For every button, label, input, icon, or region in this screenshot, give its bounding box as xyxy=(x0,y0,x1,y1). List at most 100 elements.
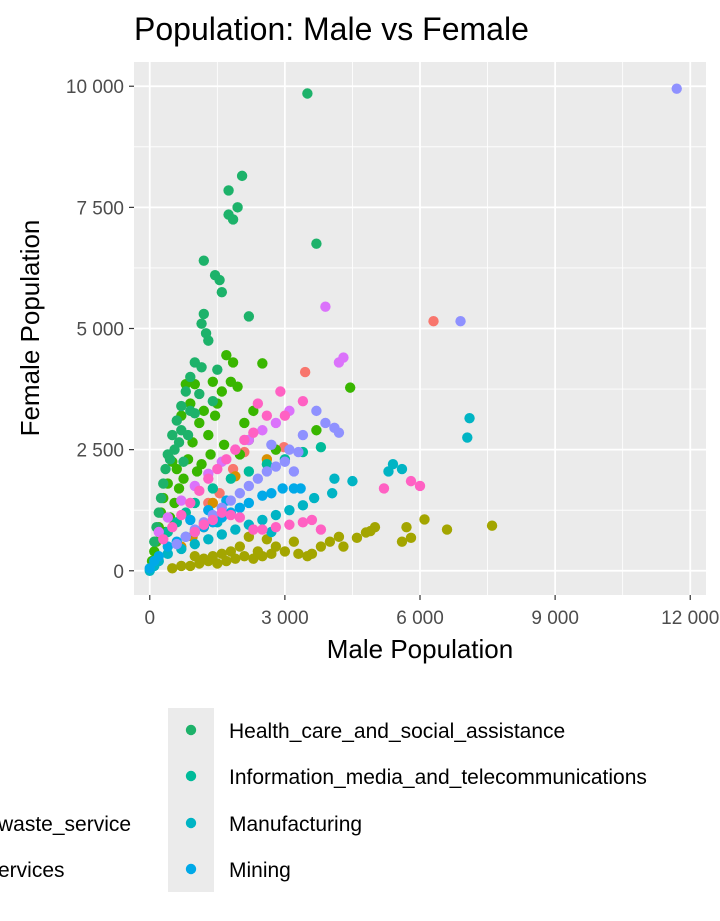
data-point xyxy=(248,524,259,535)
data-point xyxy=(207,376,219,387)
data-point xyxy=(383,466,394,477)
data-point xyxy=(302,88,313,99)
data-points xyxy=(144,83,682,576)
data-point xyxy=(333,357,345,368)
data-point xyxy=(320,301,331,312)
data-point xyxy=(234,488,246,499)
data-point xyxy=(329,473,340,484)
data-point xyxy=(176,495,187,506)
data-point xyxy=(351,532,363,544)
grid-lines xyxy=(134,62,706,595)
data-point xyxy=(207,395,219,407)
data-point xyxy=(196,362,207,373)
legend-key xyxy=(185,817,197,829)
data-point xyxy=(225,376,237,387)
data-point xyxy=(189,538,201,550)
data-point xyxy=(207,514,219,526)
data-point xyxy=(216,386,228,397)
data-point xyxy=(275,386,286,397)
data-point xyxy=(243,466,255,477)
data-point xyxy=(194,388,205,400)
data-point xyxy=(243,480,255,492)
data-point xyxy=(257,425,268,436)
legend-key xyxy=(185,863,197,875)
data-point xyxy=(162,548,173,560)
data-point xyxy=(212,364,223,375)
data-point xyxy=(225,495,237,506)
data-point xyxy=(185,514,196,526)
data-point xyxy=(277,483,288,494)
data-point xyxy=(153,507,164,518)
data-point xyxy=(315,524,327,535)
legend-key xyxy=(185,770,197,782)
data-point xyxy=(189,526,201,538)
data-point xyxy=(176,560,187,572)
data-point xyxy=(333,531,345,543)
data-point xyxy=(311,405,322,417)
data-point xyxy=(288,466,300,477)
data-point xyxy=(414,480,426,492)
data-point xyxy=(455,316,466,327)
legend: Health_care_and_social_assistance Informa… xyxy=(0,720,647,882)
data-point xyxy=(257,358,268,369)
data-point xyxy=(189,408,201,419)
data-point xyxy=(207,551,219,562)
data-point xyxy=(158,478,169,489)
data-point xyxy=(365,525,376,537)
data-point xyxy=(299,366,311,378)
data-point xyxy=(239,434,250,446)
data-point xyxy=(180,531,191,543)
legend-label-cut-off: ervices xyxy=(0,859,65,882)
data-point xyxy=(223,185,234,196)
data-point xyxy=(243,311,255,322)
data-point xyxy=(144,563,155,574)
data-point xyxy=(171,415,182,426)
data-point xyxy=(464,412,475,424)
data-point xyxy=(270,509,282,521)
data-point xyxy=(306,514,318,526)
data-point xyxy=(252,546,264,557)
data-point xyxy=(173,483,185,494)
data-point xyxy=(167,521,178,533)
data-point xyxy=(279,546,291,557)
data-point xyxy=(205,449,216,460)
data-point xyxy=(257,514,268,526)
data-point xyxy=(198,519,210,530)
data-point xyxy=(428,316,439,327)
data-point xyxy=(261,458,273,470)
legend-label-cut-off: waste_service xyxy=(0,813,131,836)
x-tick-label: 3 000 xyxy=(261,608,309,629)
data-point xyxy=(441,524,453,535)
data-point xyxy=(270,521,282,533)
data-point xyxy=(149,536,160,547)
data-point xyxy=(462,432,473,443)
data-point xyxy=(308,492,320,504)
data-point xyxy=(214,274,225,286)
data-point xyxy=(178,473,189,484)
data-point xyxy=(284,444,295,455)
data-point xyxy=(257,524,268,535)
y-tick-label: 0 xyxy=(113,562,124,583)
data-point xyxy=(320,417,331,429)
data-point xyxy=(230,444,241,455)
data-point xyxy=(405,475,417,487)
data-point xyxy=(266,439,277,450)
data-point xyxy=(221,349,232,361)
data-point xyxy=(158,534,169,545)
data-point xyxy=(169,444,180,455)
data-point xyxy=(297,395,309,407)
data-point xyxy=(212,463,223,475)
data-point xyxy=(225,509,237,521)
data-point xyxy=(295,483,306,494)
data-point xyxy=(218,439,230,450)
data-point xyxy=(401,521,412,533)
x-tick-label: 9 000 xyxy=(531,608,579,629)
data-point xyxy=(216,507,228,518)
x-tick-label: 6 000 xyxy=(396,608,444,629)
data-point xyxy=(293,548,304,560)
data-point xyxy=(243,497,255,509)
data-point xyxy=(216,286,228,298)
data-point xyxy=(293,446,304,458)
data-point xyxy=(315,541,327,552)
legend-key-background xyxy=(168,708,214,892)
